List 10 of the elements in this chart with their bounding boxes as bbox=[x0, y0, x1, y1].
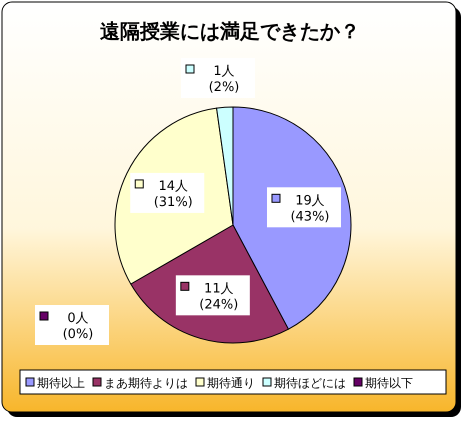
chart-title: 遠隔授業には満足できたか？ bbox=[100, 19, 360, 43]
legend-label: 期待以下 bbox=[365, 376, 413, 390]
legend-label: 期待ほどには bbox=[274, 376, 346, 390]
data-label: 19人 (43%) bbox=[290, 193, 330, 224]
data-label: 14人 (31%) bbox=[154, 178, 193, 210]
legend-label: 期待以上 bbox=[37, 376, 85, 390]
data-label: 11人 (24%) bbox=[199, 281, 238, 312]
legend-label: まあ期待よりは bbox=[104, 376, 188, 390]
data-label: 1人 (2%) bbox=[208, 64, 240, 95]
legend-label: 期待通り bbox=[207, 376, 255, 390]
